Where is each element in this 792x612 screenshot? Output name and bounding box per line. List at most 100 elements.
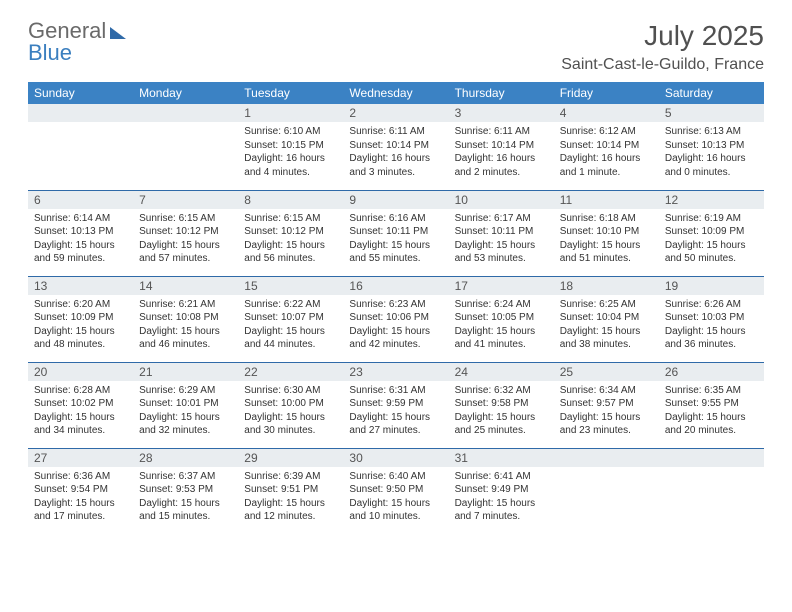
day-sunrise: Sunrise: 6:14 AM: [34, 212, 127, 226]
day-d2: and 23 minutes.: [560, 424, 653, 438]
calendar-cell: 25Sunrise: 6:34 AMSunset: 9:57 PMDayligh…: [554, 362, 659, 448]
calendar-cell: 20Sunrise: 6:28 AMSunset: 10:02 PMDaylig…: [28, 362, 133, 448]
calendar-week-row: 27Sunrise: 6:36 AMSunset: 9:54 PMDayligh…: [28, 448, 764, 534]
calendar-week-row: 20Sunrise: 6:28 AMSunset: 10:02 PMDaylig…: [28, 362, 764, 448]
day-sunset: Sunset: 10:11 PM: [349, 225, 442, 239]
brand-logo: General Blue: [28, 20, 126, 64]
day-d2: and 56 minutes.: [244, 252, 337, 266]
day-details: Sunrise: 6:28 AMSunset: 10:02 PMDaylight…: [28, 381, 133, 442]
day-number: 19: [659, 277, 764, 295]
day-sunrise: Sunrise: 6:25 AM: [560, 298, 653, 312]
day-sunrise: Sunrise: 6:24 AM: [455, 298, 548, 312]
day-sunrise: Sunrise: 6:17 AM: [455, 212, 548, 226]
day-number: 28: [133, 449, 238, 467]
day-d1: Daylight: 15 hours: [139, 239, 232, 253]
day-sunrise: Sunrise: 6:35 AM: [665, 384, 758, 398]
day-d2: and 41 minutes.: [455, 338, 548, 352]
day-d2: and 10 minutes.: [349, 510, 442, 524]
day-number: 5: [659, 104, 764, 122]
day-d1: Daylight: 15 hours: [455, 411, 548, 425]
calendar-cell: 9Sunrise: 6:16 AMSunset: 10:11 PMDayligh…: [343, 190, 448, 276]
day-number: 31: [449, 449, 554, 467]
day-details: Sunrise: 6:40 AMSunset: 9:50 PMDaylight:…: [343, 467, 448, 528]
calendar-cell: 8Sunrise: 6:15 AMSunset: 10:12 PMDayligh…: [238, 190, 343, 276]
day-details: Sunrise: 6:19 AMSunset: 10:09 PMDaylight…: [659, 209, 764, 270]
calendar-cell: 26Sunrise: 6:35 AMSunset: 9:55 PMDayligh…: [659, 362, 764, 448]
day-number: 12: [659, 191, 764, 209]
day-sunset: Sunset: 9:50 PM: [349, 483, 442, 497]
day-d2: and 0 minutes.: [665, 166, 758, 180]
day-details: [133, 122, 238, 182]
day-details: Sunrise: 6:31 AMSunset: 9:59 PMDaylight:…: [343, 381, 448, 442]
calendar-cell: 5Sunrise: 6:13 AMSunset: 10:13 PMDayligh…: [659, 104, 764, 190]
calendar-cell: 2Sunrise: 6:11 AMSunset: 10:14 PMDayligh…: [343, 104, 448, 190]
day-sunset: Sunset: 10:03 PM: [665, 311, 758, 325]
day-number: 7: [133, 191, 238, 209]
day-sunrise: Sunrise: 6:39 AM: [244, 470, 337, 484]
day-sunset: Sunset: 9:49 PM: [455, 483, 548, 497]
day-sunset: Sunset: 9:58 PM: [455, 397, 548, 411]
calendar-week-row: 13Sunrise: 6:20 AMSunset: 10:09 PMDaylig…: [28, 276, 764, 362]
weekday-header-row: Sunday Monday Tuesday Wednesday Thursday…: [28, 82, 764, 104]
day-sunrise: Sunrise: 6:10 AM: [244, 125, 337, 139]
day-d1: Daylight: 15 hours: [139, 411, 232, 425]
day-sunset: Sunset: 10:14 PM: [349, 139, 442, 153]
day-d2: and 36 minutes.: [665, 338, 758, 352]
day-d1: Daylight: 15 hours: [34, 411, 127, 425]
day-sunrise: Sunrise: 6:26 AM: [665, 298, 758, 312]
day-details: Sunrise: 6:34 AMSunset: 9:57 PMDaylight:…: [554, 381, 659, 442]
calendar-cell: 21Sunrise: 6:29 AMSunset: 10:01 PMDaylig…: [133, 362, 238, 448]
day-d2: and 38 minutes.: [560, 338, 653, 352]
day-number: 25: [554, 363, 659, 381]
day-sunrise: Sunrise: 6:20 AM: [34, 298, 127, 312]
day-sunset: Sunset: 9:55 PM: [665, 397, 758, 411]
day-sunset: Sunset: 10:04 PM: [560, 311, 653, 325]
day-details: Sunrise: 6:12 AMSunset: 10:14 PMDaylight…: [554, 122, 659, 183]
day-sunset: Sunset: 10:02 PM: [34, 397, 127, 411]
day-number: 11: [554, 191, 659, 209]
day-d2: and 25 minutes.: [455, 424, 548, 438]
day-sunset: Sunset: 10:05 PM: [455, 311, 548, 325]
day-number: 17: [449, 277, 554, 295]
day-sunset: Sunset: 10:14 PM: [455, 139, 548, 153]
day-d1: Daylight: 15 hours: [139, 497, 232, 511]
day-d2: and 55 minutes.: [349, 252, 442, 266]
day-details: Sunrise: 6:15 AMSunset: 10:12 PMDaylight…: [133, 209, 238, 270]
day-d2: and 53 minutes.: [455, 252, 548, 266]
day-details: Sunrise: 6:29 AMSunset: 10:01 PMDaylight…: [133, 381, 238, 442]
calendar-cell: 19Sunrise: 6:26 AMSunset: 10:03 PMDaylig…: [659, 276, 764, 362]
day-sunset: Sunset: 10:13 PM: [34, 225, 127, 239]
day-d1: Daylight: 15 hours: [139, 325, 232, 339]
weekday-thursday: Thursday: [449, 82, 554, 104]
day-sunset: Sunset: 10:00 PM: [244, 397, 337, 411]
day-d2: and 42 minutes.: [349, 338, 442, 352]
day-sunrise: Sunrise: 6:15 AM: [139, 212, 232, 226]
day-number: [28, 104, 133, 122]
day-number: 27: [28, 449, 133, 467]
day-number: 6: [28, 191, 133, 209]
calendar-cell: 11Sunrise: 6:18 AMSunset: 10:10 PMDaylig…: [554, 190, 659, 276]
day-sunset: Sunset: 10:14 PM: [560, 139, 653, 153]
day-details: Sunrise: 6:15 AMSunset: 10:12 PMDaylight…: [238, 209, 343, 270]
day-d2: and 1 minute.: [560, 166, 653, 180]
day-details: Sunrise: 6:16 AMSunset: 10:11 PMDaylight…: [343, 209, 448, 270]
day-details: Sunrise: 6:26 AMSunset: 10:03 PMDaylight…: [659, 295, 764, 356]
day-d1: Daylight: 15 hours: [349, 239, 442, 253]
day-sunset: Sunset: 10:10 PM: [560, 225, 653, 239]
day-d2: and 57 minutes.: [139, 252, 232, 266]
day-details: Sunrise: 6:10 AMSunset: 10:15 PMDaylight…: [238, 122, 343, 183]
day-d1: Daylight: 15 hours: [34, 239, 127, 253]
logo-text-blue: Blue: [28, 42, 126, 64]
calendar-table: Sunday Monday Tuesday Wednesday Thursday…: [28, 82, 764, 534]
day-d2: and 59 minutes.: [34, 252, 127, 266]
day-details: Sunrise: 6:30 AMSunset: 10:00 PMDaylight…: [238, 381, 343, 442]
day-d1: Daylight: 15 hours: [244, 497, 337, 511]
day-number: 2: [343, 104, 448, 122]
day-details: [554, 467, 659, 527]
day-sunset: Sunset: 9:53 PM: [139, 483, 232, 497]
day-d1: Daylight: 15 hours: [560, 325, 653, 339]
day-details: Sunrise: 6:11 AMSunset: 10:14 PMDaylight…: [449, 122, 554, 183]
day-sunrise: Sunrise: 6:34 AM: [560, 384, 653, 398]
day-d1: Daylight: 15 hours: [560, 239, 653, 253]
day-number: 21: [133, 363, 238, 381]
